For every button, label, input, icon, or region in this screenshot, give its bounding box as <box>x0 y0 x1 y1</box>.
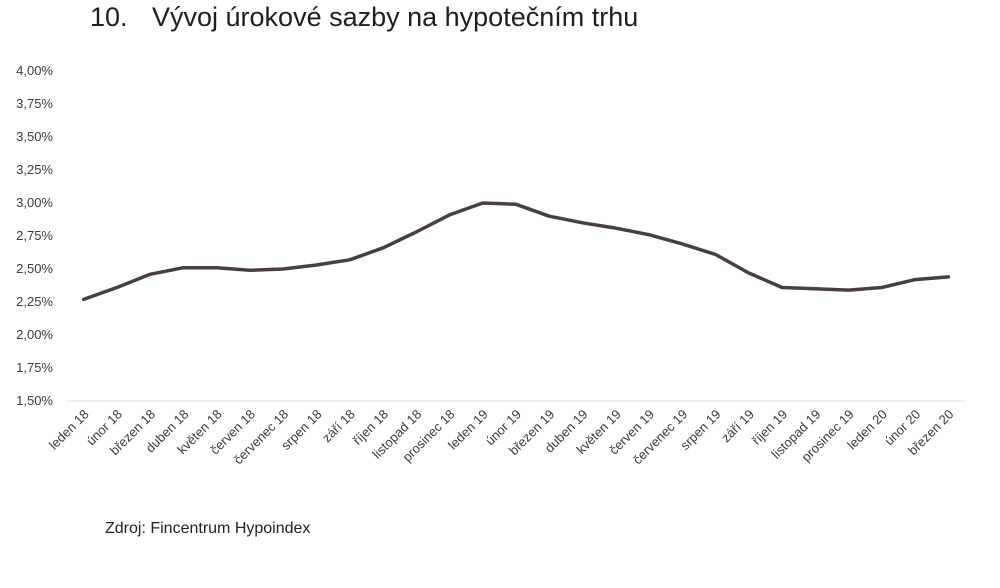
x-tick-label: leden 18 <box>46 407 92 453</box>
y-tick-label: 1,50% <box>16 393 53 408</box>
y-axis: 1,50% 1,75% 2,00% 2,25% 2,50% 2,75% 3,00% 3,25%… <box>16 63 53 408</box>
y-tick-label: 4,00% <box>16 63 53 78</box>
y-tick-label: 2,50% <box>16 261 53 276</box>
line-chart: 1,50% 1,75% 2,00% 2,25% 2,50% 2,75% 3,00% 3,25%… <box>16 63 965 468</box>
y-tick-label: 1,75% <box>16 360 53 375</box>
y-tick-label: 2,00% <box>16 327 53 342</box>
y-tick-label: 2,75% <box>16 228 53 243</box>
title-number: 10. <box>90 2 128 32</box>
y-tick-label: 3,00% <box>16 195 53 210</box>
page-title: 10. Vývoj úrokové sazby na hypotečním trh… <box>90 2 638 33</box>
title-text: Vývoj úrokové sazby na hypotečním trhu <box>152 2 639 32</box>
y-tick-label: 2,25% <box>16 294 53 309</box>
source-note: Zdroj: Fincentrum Hypoindex <box>105 520 311 537</box>
series-line <box>81 201 951 302</box>
y-tick-label: 3,25% <box>16 162 53 177</box>
y-tick-label: 3,75% <box>16 96 53 111</box>
y-tick-label: 3,50% <box>16 129 53 144</box>
